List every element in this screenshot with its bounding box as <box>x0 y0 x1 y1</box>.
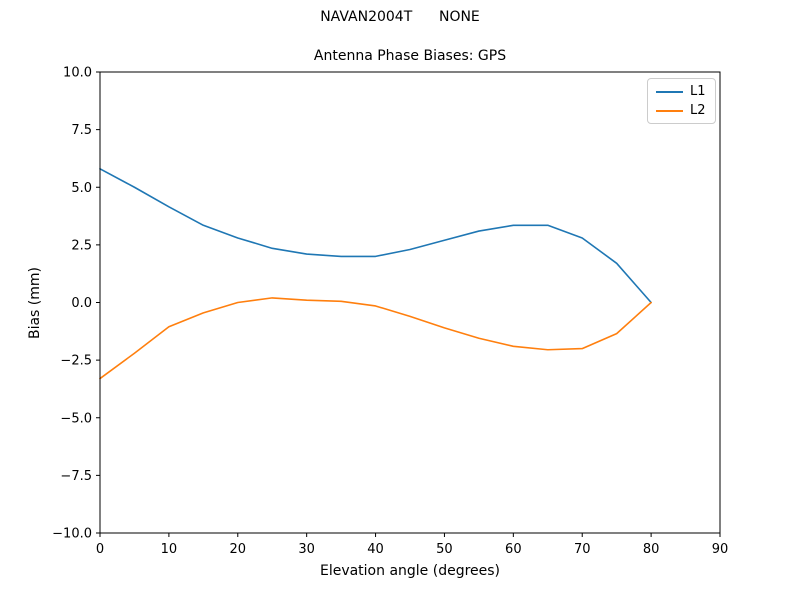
y-tick-label: 5.0 <box>71 181 92 196</box>
chart-title: Antenna Phase Biases: GPS <box>313 48 507 64</box>
axes-spines <box>99 71 721 534</box>
x-tick-label: 60 <box>505 542 522 557</box>
x-tick-label: 90 <box>712 542 729 557</box>
legend-line-swatch-l1 <box>656 90 683 93</box>
y-tick-label: 10.0 <box>63 66 92 81</box>
x-tick-label: 70 <box>574 542 591 557</box>
series-line-l1 <box>99 168 652 304</box>
legend-line-swatch-l2 <box>656 109 683 112</box>
y-tick-label: 0.0 <box>71 296 92 311</box>
legend: L1 L2 <box>647 78 716 124</box>
y-tick-label: −5.0 <box>60 411 92 426</box>
y-tick-label: −2.5 <box>60 354 92 369</box>
figure-suptitle: NAVAN2004T NONE <box>320 9 480 25</box>
x-axis-label: Elevation angle (degrees) <box>319 563 501 579</box>
series-line-l2 <box>99 297 652 380</box>
x-tick-label: 50 <box>436 542 453 557</box>
x-tick-label: 20 <box>230 542 247 557</box>
x-tick-label: 10 <box>161 542 178 557</box>
y-tick-label: 2.5 <box>71 238 92 253</box>
y-tick-label: −10.0 <box>52 527 92 542</box>
legend-label-l2: L2 <box>690 103 706 118</box>
y-tick-label: 7.5 <box>71 123 92 138</box>
y-axis-label: Bias (mm) <box>27 266 43 340</box>
x-tick-label: 30 <box>298 542 315 557</box>
x-tick-label: 80 <box>643 542 660 557</box>
y-tick-label: −7.5 <box>60 469 92 484</box>
legend-item-l1: L1 <box>656 85 706 98</box>
legend-item-l2: L2 <box>656 104 706 117</box>
legend-label-l1: L1 <box>690 84 706 99</box>
x-tick-label: 0 <box>96 542 104 557</box>
x-tick-label: 40 <box>367 542 384 557</box>
